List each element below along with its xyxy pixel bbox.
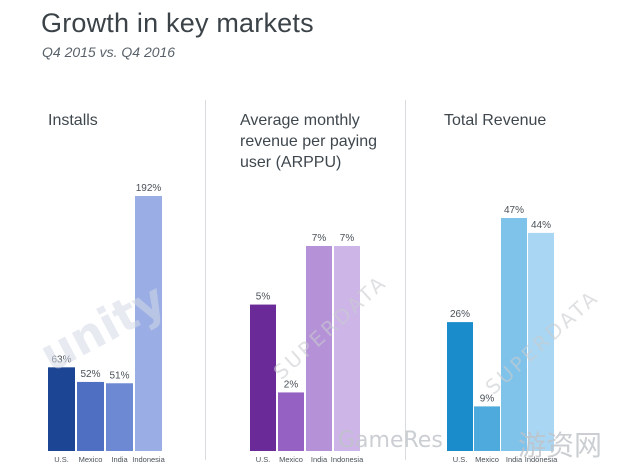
arppu-category-label-mexico: Mexico	[279, 455, 303, 464]
arppu-title-line-1: Average monthly	[240, 112, 360, 129]
revenue-value-label-mexico: 9%	[480, 393, 495, 404]
arppu-value-label-india: 7%	[312, 233, 327, 244]
installs-category-label-mexico: Mexico	[79, 455, 103, 464]
revenue-panel-title: Total Revenue	[444, 112, 547, 129]
revenue-category-label-india: India	[506, 455, 523, 464]
panel-divider	[205, 100, 206, 460]
installs-panel-title: Installs	[48, 112, 98, 129]
installs-value-label-mexico: 52%	[80, 369, 100, 380]
installs-bar-indonesia	[135, 196, 162, 451]
arppu-category-label-indonesia: Indonesia	[331, 455, 364, 464]
revenue-value-label-india: 47%	[504, 205, 524, 216]
arppu-category-label-us: U.S.	[256, 455, 271, 464]
revenue-value-label-us: 26%	[450, 309, 470, 320]
chart-subtitle: Q4 2015 vs. Q4 2016	[42, 44, 176, 60]
revenue-category-label-indonesia: Indonesia	[525, 455, 558, 464]
installs-category-label-india: India	[111, 455, 128, 464]
arppu-title-line-2: revenue per paying	[240, 133, 377, 150]
revenue-category-label-us: U.S.	[453, 455, 468, 464]
arppu-value-label-indonesia: 7%	[340, 233, 355, 244]
youxi-watermark: 游资网	[518, 429, 603, 462]
gameres-watermark: GameRes	[338, 428, 443, 453]
revenue-category-label-mexico: Mexico	[475, 455, 499, 464]
arppu-bar-india	[306, 246, 332, 451]
revenue-value-label-indonesia: 44%	[531, 220, 551, 231]
panel-divider	[405, 100, 406, 460]
chart-title: Growth in key markets	[41, 8, 314, 38]
arppu-bar-indonesia	[334, 246, 360, 451]
installs-bar-us	[48, 367, 75, 451]
arppu-title-line-3: user (ARPPU)	[240, 154, 342, 171]
installs-bar-mexico	[77, 381, 104, 451]
installs-category-label-us: U.S.	[54, 455, 69, 464]
arppu-panel-title: Average monthly revenue per paying user …	[240, 110, 377, 173]
arppu-category-label-india: India	[311, 455, 328, 464]
arppu-bar-us	[250, 304, 276, 451]
installs-category-label-indonesia: Indonesia	[132, 455, 165, 464]
revenue-bar-india	[501, 218, 527, 451]
installs-value-label-us: 63%	[51, 354, 71, 365]
installs-value-label-indonesia: 192%	[136, 183, 162, 194]
installs-bar-india	[106, 383, 133, 451]
revenue-bar-mexico	[474, 406, 500, 451]
revenue-bar-us	[447, 322, 473, 451]
arppu-bar-mexico	[278, 392, 304, 451]
installs-value-label-india: 51%	[109, 370, 129, 381]
revenue-bar-indonesia	[528, 232, 554, 451]
arppu-value-label-mexico: 2%	[284, 379, 299, 390]
arppu-value-label-us: 5%	[256, 292, 271, 303]
